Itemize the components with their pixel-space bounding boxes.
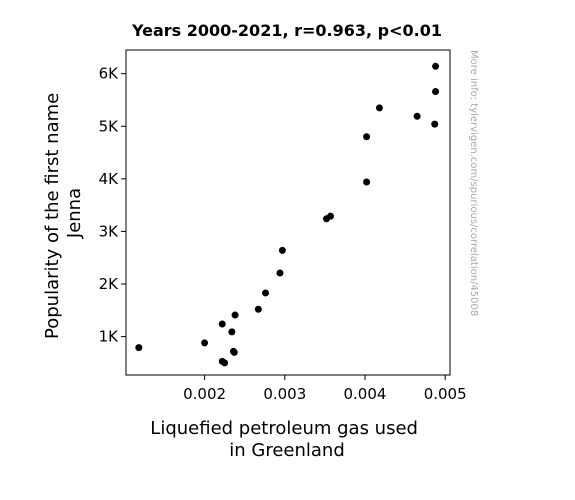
x-tick-label: 0.002 (183, 385, 226, 403)
y-tick-label: 1K (99, 328, 120, 346)
y-axis-label: Popularity of the first name Jenna (42, 87, 85, 339)
data-point (201, 339, 209, 347)
y-tick-label: 2K (99, 275, 120, 293)
y-axis-label-line-1: Popularity of the first name (42, 93, 63, 339)
y-tick-label: 3K (99, 222, 120, 240)
data-point (135, 344, 143, 352)
data-point (278, 246, 286, 254)
data-point (276, 269, 284, 277)
x-axis-label-line-1: Liquefied petroleum gas used (150, 418, 418, 439)
x-tick-label: 0.003 (263, 385, 306, 403)
x-tick-label: 0.005 (424, 385, 467, 403)
data-point (363, 178, 371, 186)
x-axis-ticks: 0.002 0.003 0.004 0.005 (183, 375, 467, 403)
y-tick-label: 4K (99, 170, 120, 188)
source-watermark: More info: tylervigen.com/spurious/corre… (468, 50, 479, 316)
data-point (254, 305, 262, 313)
data-point (231, 311, 239, 319)
x-tick-label: 0.004 (344, 385, 387, 403)
data-point (230, 348, 238, 356)
data-point (221, 359, 229, 367)
data-point (327, 212, 335, 220)
x-axis-label-line-2: in Greenland (229, 440, 345, 461)
y-axis-label-line-2: Jenna (64, 188, 85, 239)
plot-frame (125, 49, 451, 376)
data-point (262, 289, 270, 297)
y-tick-label: 6K (99, 65, 120, 83)
plot-area: 0.002 0.003 0.004 0.005 1K 2K 3K 4K 5K 6K (99, 49, 467, 403)
data-point (431, 120, 439, 128)
data-point (218, 320, 226, 328)
data-points (135, 62, 440, 367)
data-point (228, 328, 236, 336)
chart-title: Years 2000-2021, r=0.963, p<0.01 (131, 21, 442, 40)
data-point (413, 112, 421, 120)
y-axis-ticks: 1K 2K 3K 4K 5K 6K (99, 65, 126, 346)
x-axis-label: Liquefied petroleum gas used in Greenlan… (150, 418, 423, 461)
data-point (375, 104, 383, 112)
y-tick-label: 5K (99, 117, 120, 135)
data-point (363, 133, 371, 141)
data-point (432, 88, 440, 96)
data-point (432, 62, 440, 70)
